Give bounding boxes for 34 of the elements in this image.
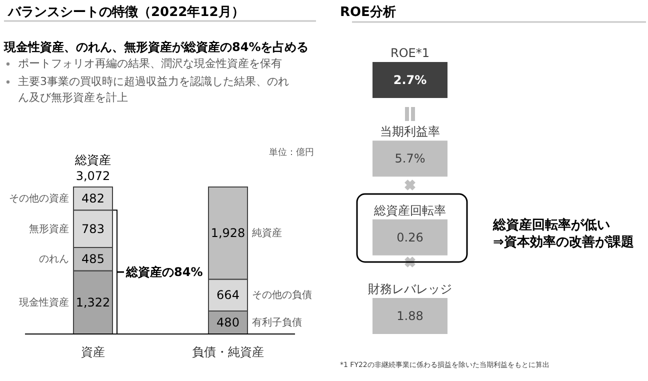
text: 主要3事業の買収時に超過収益力を認識した結果、のれん及び無形資産を計上 bbox=[18, 75, 289, 104]
series-label: その他の負債 bbox=[252, 289, 312, 302]
series-label: その他の資産 bbox=[9, 192, 69, 205]
text: 0.26 bbox=[396, 230, 424, 244]
text: 2.7% bbox=[393, 73, 427, 87]
data-label: 482 bbox=[82, 192, 104, 206]
text: ポートフォリオ再編の結果、潤沢な現金性資産を保有 bbox=[18, 57, 282, 70]
category-label: 当期利益率 bbox=[380, 124, 440, 139]
data-label: 783 bbox=[82, 222, 104, 236]
text: 単位：億円 bbox=[269, 147, 314, 158]
data-label: 1,928 bbox=[210, 226, 246, 240]
chart-subtitle: 現金性資産、のれん、無形資産が総資産の84%を占める bbox=[3, 40, 309, 54]
text: 5.7% bbox=[394, 152, 426, 166]
series-label: のれん bbox=[39, 254, 69, 266]
category-label: ROE*1 bbox=[390, 46, 430, 60]
text: ROE分析 bbox=[340, 5, 396, 20]
data-label: 485 bbox=[82, 252, 104, 266]
text: 1.88 bbox=[396, 309, 424, 323]
category-label: 財務レバレッジ bbox=[368, 282, 452, 296]
x-tick-label: 負債・純資産 bbox=[192, 345, 264, 359]
series-label: 現金性資産 bbox=[19, 296, 69, 308]
annotation: 総資産 bbox=[74, 153, 111, 167]
data-label: 664 bbox=[216, 288, 240, 302]
chart-title: バランスシートの特徴（2022年12月） bbox=[7, 5, 244, 20]
series-label: 無形資産 bbox=[29, 222, 69, 235]
text: 総資産回転率が低い ⇒資本効率の改善が課題 bbox=[492, 217, 634, 250]
data-label: 1,322 bbox=[76, 295, 110, 310]
total-label: 3,072 bbox=[76, 169, 110, 183]
x-tick-label: 資産 bbox=[81, 345, 105, 359]
data-label: 480 bbox=[216, 316, 240, 330]
category-label: 総資産回転率 bbox=[373, 203, 446, 218]
series-label: 純資産 bbox=[252, 227, 282, 240]
annotation: 総資産の84% bbox=[125, 265, 203, 280]
series-label: 有利子負債 bbox=[252, 316, 302, 329]
